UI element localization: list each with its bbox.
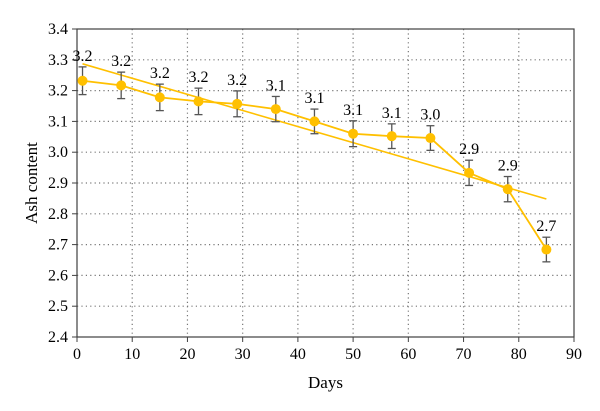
data-label: 3.2 bbox=[188, 69, 208, 86]
y-tick-label-3.4: 3.4 bbox=[48, 21, 68, 38]
x-axis-title: Days bbox=[308, 373, 343, 392]
data-point bbox=[502, 184, 513, 195]
data-point bbox=[425, 133, 436, 144]
data-label: 2.7 bbox=[536, 218, 556, 235]
y-tick-label-3.3: 3.3 bbox=[48, 52, 68, 69]
series-layer bbox=[77, 66, 552, 263]
y-tick-label-2.4: 2.4 bbox=[48, 329, 68, 346]
x-tick-label-10: 10 bbox=[124, 346, 140, 363]
data-point bbox=[116, 80, 127, 91]
data-point bbox=[348, 128, 359, 139]
data-label: 2.9 bbox=[459, 141, 479, 158]
y-tick-label-2.6: 2.6 bbox=[48, 267, 68, 284]
x-tick-label-90: 90 bbox=[566, 346, 582, 363]
x-tick-label-70: 70 bbox=[456, 346, 472, 363]
data-point bbox=[193, 96, 204, 107]
data-point bbox=[270, 104, 281, 115]
data-point bbox=[464, 167, 475, 178]
x-tick-label-20: 20 bbox=[179, 346, 195, 363]
x-tick-label-50: 50 bbox=[345, 346, 361, 363]
axis-layer: 0 10 20 30 40 50 60 70 80 90 2.4 2.5 2.6 2.7 2.8 2.9 3.0… bbox=[48, 21, 582, 363]
y-tick-label-3.1: 3.1 bbox=[48, 113, 68, 130]
data-point bbox=[541, 244, 552, 255]
data-label: 2.9 bbox=[498, 158, 518, 175]
label-layer: Days Ash content 3.2 3.2 3.2 3.2 3.2 3.1 3.1 3.… bbox=[22, 48, 556, 392]
data-point bbox=[309, 116, 320, 127]
data-point bbox=[386, 131, 397, 142]
x-tick-label-80: 80 bbox=[511, 346, 527, 363]
data-label: 3.1 bbox=[343, 102, 363, 119]
data-label: 3.0 bbox=[420, 107, 440, 124]
data-label: 3.1 bbox=[382, 105, 402, 122]
x-tick-label-60: 60 bbox=[400, 346, 416, 363]
data-label: 3.1 bbox=[304, 90, 324, 107]
data-label: 3.2 bbox=[150, 65, 170, 82]
data-label: 3.2 bbox=[111, 53, 131, 70]
data-point bbox=[154, 92, 165, 103]
y-tick-label-3.2: 3.2 bbox=[48, 83, 68, 100]
data-point bbox=[232, 98, 243, 109]
y-tick-label-2.5: 2.5 bbox=[48, 298, 68, 315]
x-tick-label-30: 30 bbox=[235, 346, 251, 363]
data-point bbox=[77, 75, 88, 86]
y-tick-label-2.8: 2.8 bbox=[48, 206, 68, 223]
y-tick-label-2.9: 2.9 bbox=[48, 175, 68, 192]
y-axis-title: Ash content bbox=[22, 142, 41, 224]
data-label: 3.2 bbox=[73, 48, 93, 65]
y-tick-label-2.7: 2.7 bbox=[48, 237, 68, 254]
data-label: 3.2 bbox=[227, 72, 247, 89]
x-tick-label-0: 0 bbox=[73, 346, 81, 363]
data-label: 3.1 bbox=[266, 77, 286, 94]
y-tick-label-3.0: 3.0 bbox=[48, 144, 68, 161]
x-tick-label-40: 40 bbox=[290, 346, 306, 363]
